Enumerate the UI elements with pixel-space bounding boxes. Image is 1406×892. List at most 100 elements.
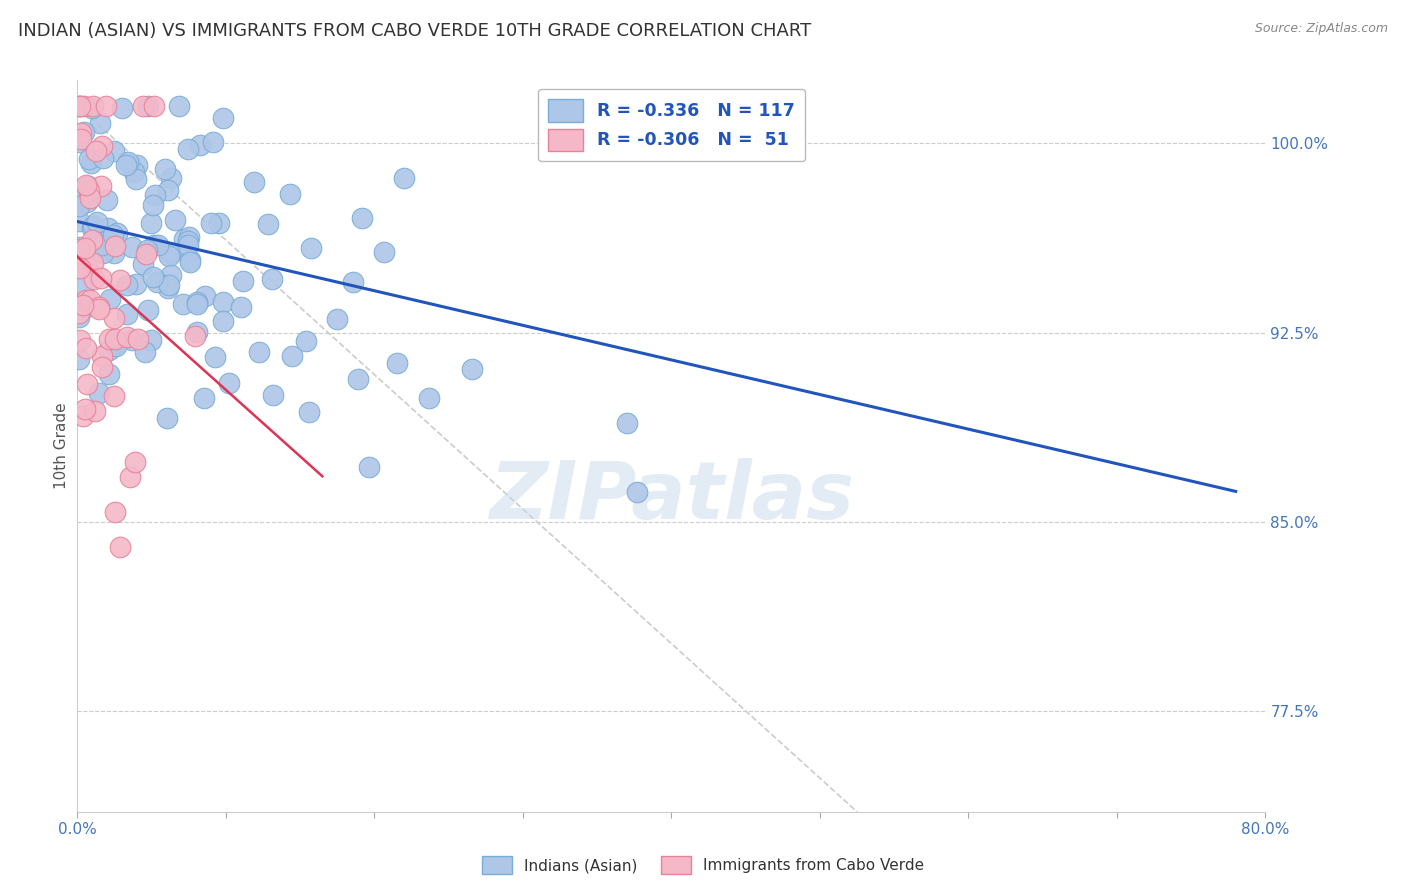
Point <box>76 195 98 210</box>
Point <box>212 314 235 328</box>
Point <box>167 98 190 112</box>
Point <box>373 244 395 259</box>
Point <box>103 338 125 352</box>
Point <box>96 193 118 207</box>
Point <box>76 179 98 194</box>
Point <box>86 144 108 158</box>
Point <box>325 311 347 326</box>
Point <box>118 469 141 483</box>
Point <box>121 240 143 254</box>
Point <box>104 505 127 519</box>
Point <box>97 220 120 235</box>
Point <box>184 328 207 343</box>
Point <box>204 351 226 365</box>
Point <box>186 297 208 311</box>
Point <box>97 332 120 346</box>
Point <box>173 232 195 246</box>
Point <box>94 98 117 112</box>
Point <box>67 98 90 112</box>
Point <box>186 294 208 309</box>
Point <box>72 124 94 138</box>
Point <box>67 198 90 212</box>
Point <box>72 409 94 424</box>
Point <box>89 301 111 316</box>
Point <box>212 111 235 125</box>
Point <box>160 171 183 186</box>
Point <box>159 246 181 260</box>
Point <box>179 254 201 268</box>
Point <box>193 391 215 405</box>
Point <box>139 216 162 230</box>
Point <box>352 211 374 225</box>
Point <box>69 240 91 254</box>
Point <box>202 135 225 149</box>
Point <box>103 311 125 326</box>
Point <box>75 341 97 355</box>
Point <box>79 156 101 170</box>
Point <box>160 268 183 282</box>
Point <box>186 325 208 339</box>
Legend: Indians (Asian), Immigrants from Cabo Verde: Indians (Asian), Immigrants from Cabo Ve… <box>475 850 931 880</box>
Point <box>67 305 90 319</box>
Point <box>82 220 104 235</box>
Point <box>134 345 156 359</box>
Point <box>82 98 104 112</box>
Point <box>80 233 103 247</box>
Point <box>110 273 132 287</box>
Point <box>294 334 316 348</box>
Point <box>111 102 134 116</box>
Point <box>298 405 321 419</box>
Point <box>75 178 97 192</box>
Point <box>461 362 484 376</box>
Point <box>135 247 157 261</box>
Point <box>101 227 124 242</box>
Point <box>105 339 128 353</box>
Point <box>82 219 104 233</box>
Point <box>76 377 98 392</box>
Point <box>278 187 301 202</box>
Point <box>69 333 91 347</box>
Point <box>69 98 91 112</box>
Point <box>177 238 200 252</box>
Point <box>67 185 90 199</box>
Point <box>75 293 97 307</box>
Point <box>67 310 90 325</box>
Point <box>91 349 114 363</box>
Point <box>91 237 114 252</box>
Point <box>132 257 155 271</box>
Point <box>394 170 416 185</box>
Point <box>142 237 165 252</box>
Point <box>115 307 138 321</box>
Point <box>346 372 368 386</box>
Point <box>122 164 145 178</box>
Point <box>84 404 107 418</box>
Point <box>76 260 98 274</box>
Point <box>73 278 96 293</box>
Point <box>105 226 128 240</box>
Point <box>145 275 167 289</box>
Point <box>83 272 105 286</box>
Point <box>127 158 149 172</box>
Point <box>142 98 165 112</box>
Point <box>67 351 90 366</box>
Point <box>91 151 114 165</box>
Point <box>142 198 165 212</box>
Point <box>117 330 139 344</box>
Point <box>247 344 270 359</box>
Point <box>121 334 143 348</box>
Point <box>172 297 194 311</box>
Point <box>73 241 96 255</box>
Point <box>98 293 121 307</box>
Point <box>177 235 200 249</box>
Point <box>342 276 364 290</box>
Point <box>115 158 138 172</box>
Point <box>79 184 101 198</box>
Point <box>97 343 120 357</box>
Point <box>69 135 91 149</box>
Point <box>91 138 114 153</box>
Point <box>136 98 159 112</box>
Point <box>163 213 186 227</box>
Point <box>157 183 180 197</box>
Point <box>67 214 90 228</box>
Point <box>75 300 97 314</box>
